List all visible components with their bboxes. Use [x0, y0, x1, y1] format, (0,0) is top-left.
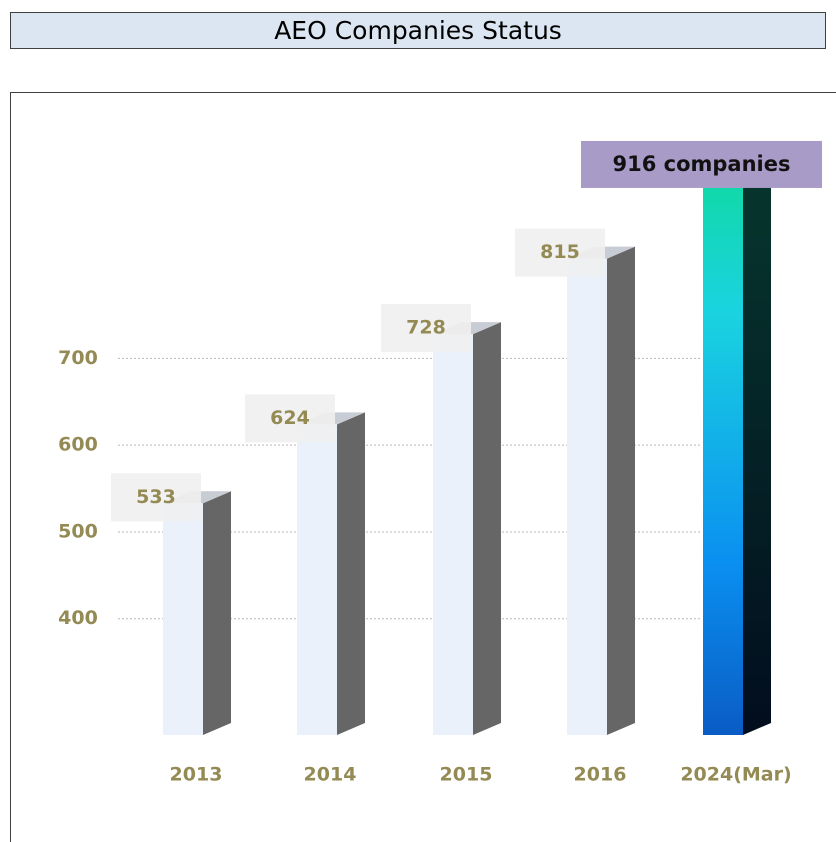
value-label: 728: [406, 317, 446, 339]
bar-side: [337, 412, 365, 735]
y-tick-label: 600: [58, 434, 98, 456]
y-tick-label: 500: [58, 520, 98, 542]
x-tick-label: 2016: [574, 764, 627, 786]
bar-side: [203, 491, 231, 735]
x-tick-label: 2014: [304, 764, 357, 786]
x-tick-label: 2024(Mar): [680, 764, 791, 786]
value-label-box: [515, 228, 605, 277]
bar: [703, 170, 743, 735]
y-tick-label: 400: [58, 607, 98, 629]
title-box: [10, 12, 826, 49]
value-label: 624: [270, 407, 310, 429]
bar-side: [473, 322, 501, 735]
value-label: 815: [540, 241, 580, 263]
value-label: 916 companies: [613, 152, 791, 176]
bar-side: [607, 246, 635, 735]
bar: [163, 503, 203, 735]
value-label-box: [245, 394, 335, 443]
chart-frame: [10, 92, 836, 842]
bar: [297, 424, 337, 735]
bar: [567, 258, 607, 735]
bar: [433, 334, 473, 735]
bar-side: [743, 158, 771, 735]
value-label: 533: [136, 486, 176, 508]
value-label-box: [381, 304, 471, 353]
x-tick-label: 2015: [440, 764, 493, 786]
x-tick-label: 2013: [170, 764, 223, 786]
chart-title: AEO Companies Status: [274, 16, 562, 45]
y-tick-label: 700: [58, 347, 98, 369]
value-label-box: [581, 140, 822, 188]
value-label-box: [111, 473, 201, 522]
